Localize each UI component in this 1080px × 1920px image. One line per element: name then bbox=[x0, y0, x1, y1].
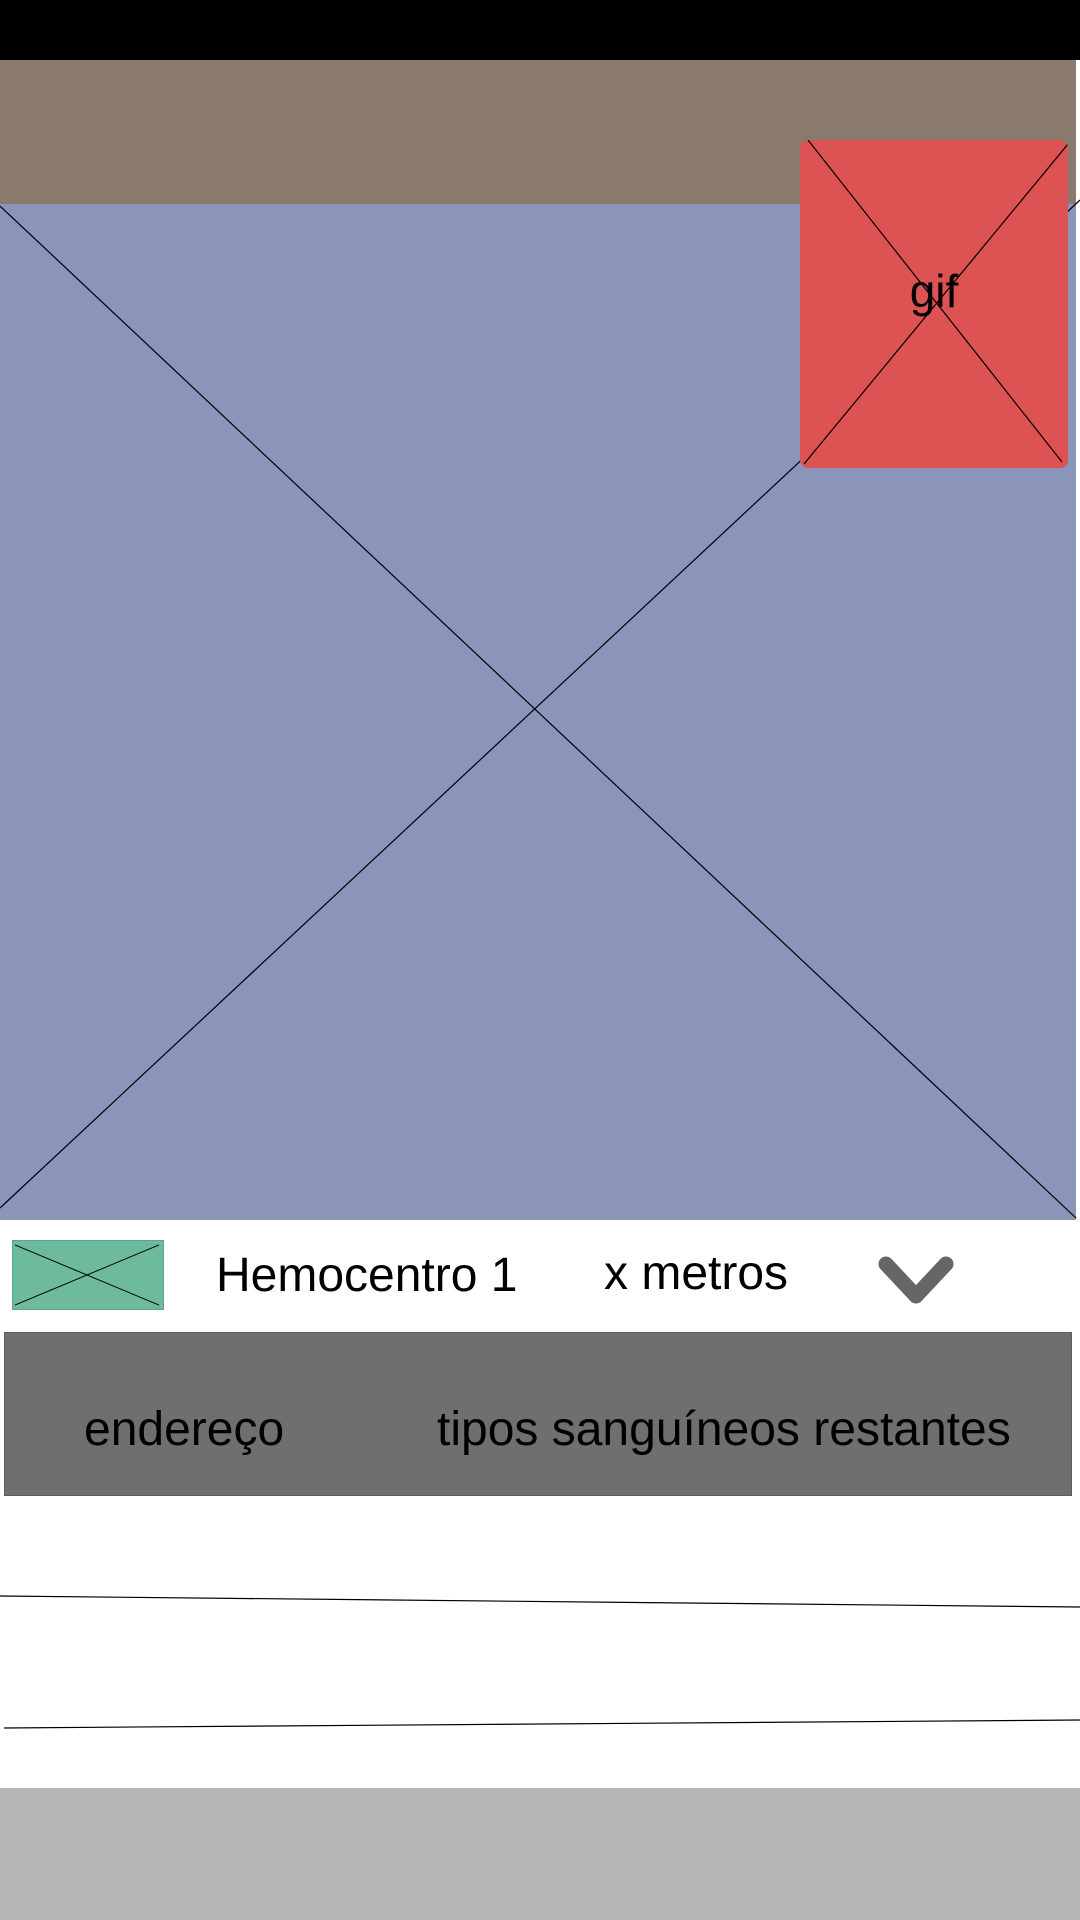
gif-placeholder-cross bbox=[803, 140, 1068, 465]
gif-label: gif bbox=[909, 265, 959, 317]
thumbnail-cross bbox=[14, 1244, 160, 1306]
bottom-bar bbox=[0, 1788, 1080, 1920]
image-placeholder-icon bbox=[12, 1240, 164, 1310]
chevron-down-icon[interactable] bbox=[876, 1254, 956, 1310]
blood-types-label: tipos sanguíneos restantes bbox=[437, 1403, 1011, 1456]
status-bar bbox=[0, 0, 1080, 60]
distance-label: x metros bbox=[604, 1247, 789, 1300]
gif-placeholder[interactable]: gif bbox=[800, 140, 1068, 468]
hemocentro-title[interactable]: Hemocentro 1 bbox=[216, 1249, 518, 1302]
detail-panel bbox=[4, 1332, 1072, 1496]
address-label: endereço bbox=[84, 1403, 285, 1456]
